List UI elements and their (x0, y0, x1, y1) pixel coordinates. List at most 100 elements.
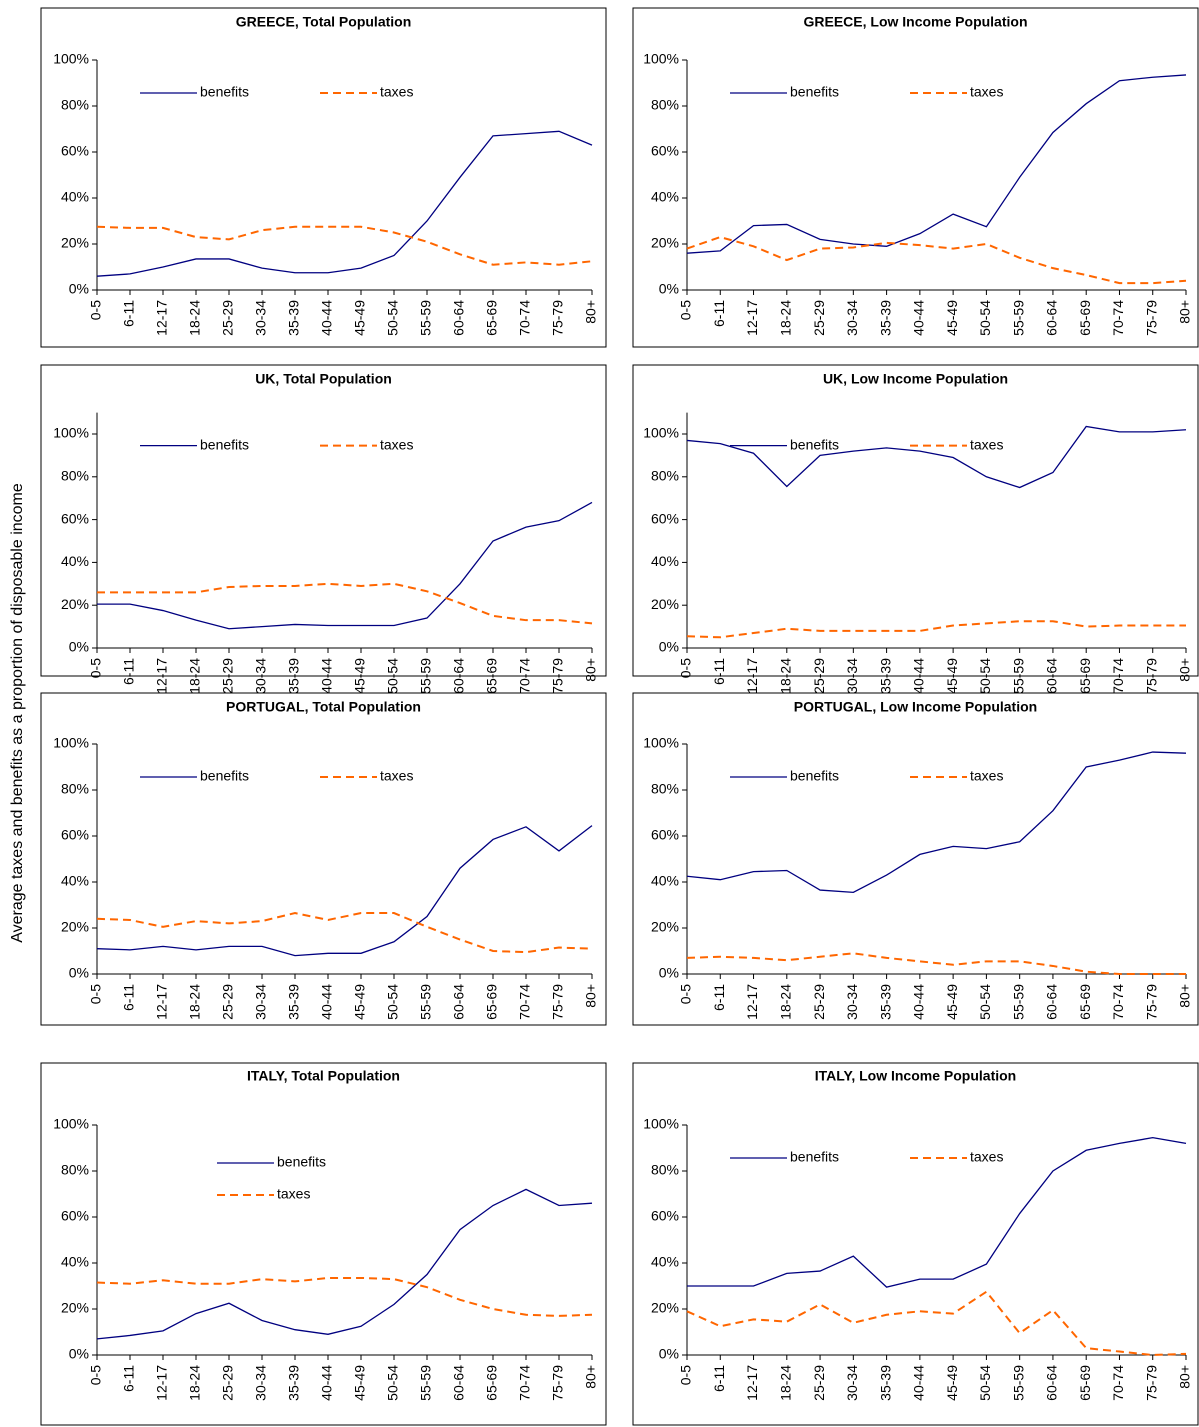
y-tick-label: 100% (53, 51, 89, 67)
x-tick-label: 0-5 (678, 300, 694, 320)
x-tick-label: 60-64 (1044, 984, 1060, 1020)
x-tick-label: 50-54 (977, 984, 993, 1020)
x-tick-label: 70-74 (517, 300, 533, 336)
legend-label: taxes (380, 768, 413, 784)
legend-label: benefits (200, 768, 249, 784)
x-tick-label: 35-39 (877, 300, 893, 336)
x-tick-label: 25-29 (811, 1365, 827, 1401)
x-tick-label: 18-24 (187, 300, 203, 336)
y-tick-label: 100% (53, 735, 89, 751)
y-tick-label: 0% (69, 639, 89, 655)
x-tick-label: 6-11 (711, 658, 727, 685)
x-tick-label: 6-11 (711, 300, 727, 327)
x-tick-label: 75-79 (550, 984, 566, 1020)
y-tick-label: 0% (69, 281, 89, 297)
x-tick-label: 25-29 (220, 658, 236, 694)
series-line (96, 825, 593, 957)
y-tick-label: 40% (651, 553, 679, 569)
series-line (686, 620, 1186, 639)
x-tick-label: 12-17 (744, 984, 760, 1020)
x-tick-label: 18-24 (778, 300, 794, 336)
x-tick-label: 55-59 (418, 1365, 434, 1401)
x-tick-label: 70-74 (1110, 300, 1126, 336)
x-tick-label: 80+ (583, 300, 599, 324)
x-tick-label: 0-5 (678, 1365, 694, 1385)
y-tick-label: 100% (643, 1116, 679, 1132)
x-tick-label: 50-54 (977, 300, 993, 336)
y-tick-label: 20% (61, 235, 89, 251)
panel-border (40, 1062, 607, 1426)
x-tick-label: 12-17 (744, 300, 760, 336)
y-tick-label: 100% (53, 1116, 89, 1132)
x-tick-label: 6-11 (121, 1365, 137, 1392)
x-tick-label: 45-49 (944, 1365, 960, 1401)
x-tick-label: 0-5 (88, 1365, 104, 1385)
y-tick-label: 100% (643, 425, 679, 441)
x-tick-label: 40-44 (911, 1365, 927, 1401)
x-tick-label: 70-74 (517, 658, 533, 694)
x-tick-label: 30-34 (844, 300, 860, 336)
legend-label: taxes (970, 84, 1003, 100)
legend-label: benefits (790, 84, 839, 100)
y-tick-label: 20% (651, 235, 679, 251)
series-line (97, 582, 593, 625)
x-tick-label: 40-44 (911, 984, 927, 1020)
series-line (97, 501, 593, 630)
x-tick-label: 55-59 (1010, 300, 1026, 336)
x-tick-label: 6-11 (121, 300, 137, 327)
x-tick-label: 0-5 (678, 984, 694, 1004)
x-tick-label: 12-17 (744, 1365, 760, 1401)
legend-label: taxes (277, 1186, 310, 1202)
legend-label: taxes (380, 436, 413, 452)
x-tick-label: 60-64 (1044, 1365, 1060, 1401)
x-tick-label: 12-17 (744, 658, 760, 694)
series-line (96, 130, 593, 277)
x-tick-label: 0-5 (678, 658, 694, 678)
y-tick-label: 20% (61, 596, 89, 612)
x-tick-label: 35-39 (286, 300, 302, 336)
series-line (686, 952, 1186, 975)
x-tick-label: 55-59 (418, 658, 434, 694)
x-tick-label: 65-69 (484, 300, 500, 336)
x-tick-label: 60-64 (451, 984, 467, 1020)
x-tick-label: 40-44 (911, 300, 927, 336)
x-tick-label: 50-54 (385, 1365, 401, 1401)
x-tick-label: 45-49 (352, 984, 368, 1020)
y-tick-label: 0% (659, 1346, 679, 1362)
y-tick-label: 40% (651, 189, 679, 205)
x-tick-label: 12-17 (154, 658, 170, 694)
legend-label: benefits (200, 84, 249, 100)
x-tick-label: 35-39 (286, 658, 302, 694)
legend-label: taxes (970, 1149, 1003, 1165)
x-tick-label: 55-59 (418, 984, 434, 1020)
y-tick-label: 80% (61, 1162, 89, 1178)
legend-label: benefits (790, 768, 839, 784)
panel-border (632, 692, 1199, 1026)
chart-title: PORTUGAL, Low Income Population (794, 699, 1037, 715)
series-line (96, 912, 593, 954)
series-line (686, 1290, 1187, 1357)
x-tick-label: 30-34 (844, 658, 860, 694)
y-tick-label: 100% (643, 735, 679, 751)
legend-label: taxes (970, 436, 1003, 452)
x-tick-label: 0-5 (88, 658, 104, 678)
legend-label: taxes (970, 768, 1003, 784)
y-tick-label: 60% (651, 510, 679, 526)
x-tick-label: 70-74 (1110, 1365, 1126, 1401)
x-tick-label: 25-29 (811, 300, 827, 336)
x-tick-label: 40-44 (319, 984, 335, 1020)
y-tick-label: 40% (61, 189, 89, 205)
y-tick-label: 80% (651, 1162, 679, 1178)
x-tick-label: 6-11 (711, 1365, 727, 1392)
y-tick-label: 20% (61, 1300, 89, 1316)
series-line (686, 425, 1187, 489)
y-tick-label: 0% (659, 281, 679, 297)
x-tick-label: 45-49 (944, 984, 960, 1020)
y-tick-label: 60% (651, 827, 679, 843)
x-tick-label: 30-34 (253, 1365, 269, 1401)
x-tick-label: 80+ (1177, 300, 1193, 324)
legend-label: benefits (277, 1154, 326, 1170)
legend-label: benefits (200, 436, 249, 452)
y-tick-label: 40% (61, 1254, 89, 1270)
y-tick-label: 0% (69, 965, 89, 981)
